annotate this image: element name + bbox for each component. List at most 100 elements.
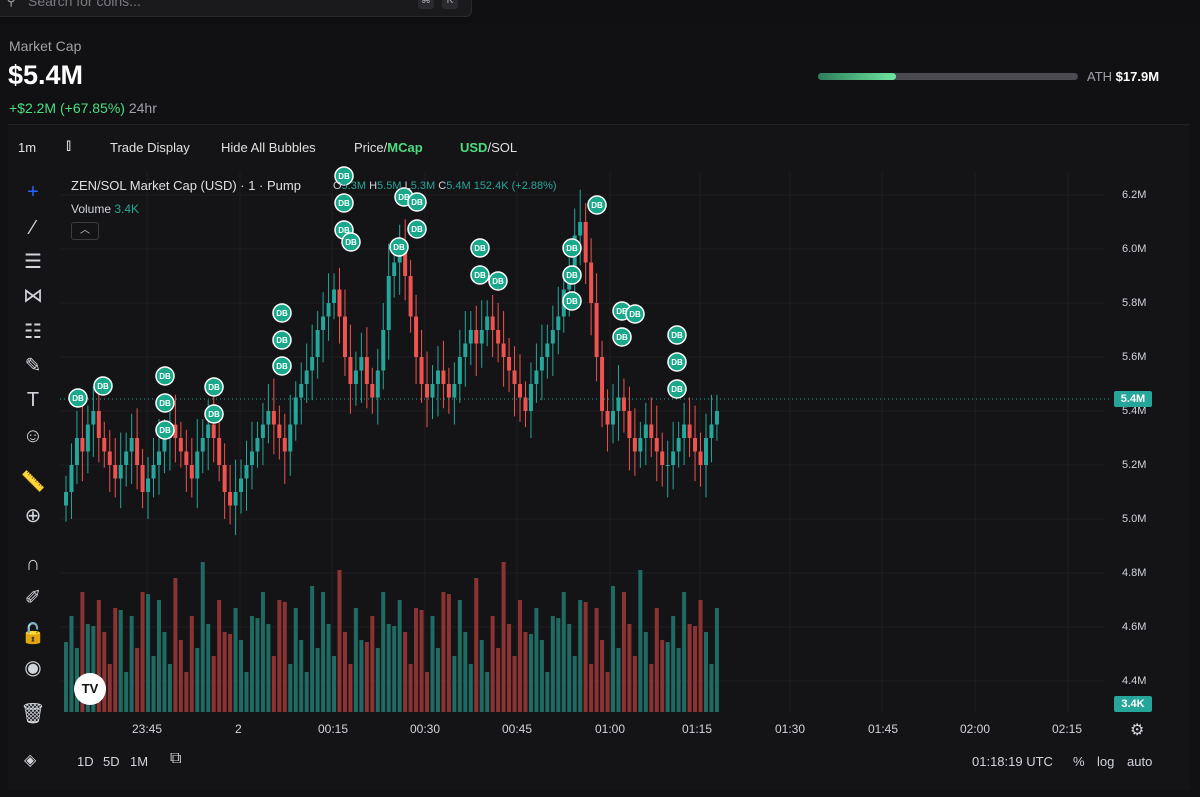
volume-bar [572,656,577,712]
layers-icon[interactable]: ◈ [24,752,37,769]
brush-icon[interactable]: ✎ [24,355,42,377]
volume-value: 3.4K [114,202,140,216]
log-toggle[interactable]: log [1097,754,1115,769]
trade-bubble[interactable]: DB [407,219,427,239]
search-bar[interactable]: ⚲ Search for coins... ⌘ K [0,0,472,17]
edit-lock-icon[interactable]: ✐ [24,587,42,609]
volume-bar [118,610,123,712]
trade-bubble-circle [667,325,687,345]
open-value: 5.3M [341,180,367,192]
range-5d-button[interactable]: 5D [103,754,120,769]
percent-toggle[interactable]: % [1073,754,1085,769]
trade-bubble[interactable]: DB [155,393,175,413]
trendline-icon[interactable]: ⁄ [31,217,35,239]
volume-bar [271,656,276,712]
candle-body [539,357,544,371]
volume-bar [239,640,244,712]
candle-body [102,438,107,452]
volume-bar [507,624,512,712]
trade-bubble[interactable]: DB [562,265,582,285]
zoom-icon[interactable]: ⊕ [24,505,42,527]
volume-bar [195,648,200,712]
trade-bubble[interactable]: DB [389,237,409,257]
trade-bubble[interactable]: DB [667,352,687,372]
trade-display-button[interactable]: Trade Display [110,140,190,155]
trash-icon[interactable]: 🗑 [20,703,46,725]
emoji-icon[interactable]: ☺ [22,425,44,447]
trade-bubble[interactable]: DB [272,356,292,376]
trade-bubble[interactable]: DB [470,238,490,258]
trade-bubble[interactable]: DB [587,195,607,215]
auto-toggle[interactable]: auto [1127,754,1153,769]
trade-bubble-label: DB [276,336,288,345]
eye-icon[interactable]: ◉ [24,657,42,679]
trade-bubble[interactable]: DB [334,193,354,213]
settings-icon[interactable]: ⚙ [1130,722,1145,739]
collapse-legend-button[interactable]: ︿ [71,222,99,240]
trade-bubble-label: DB [393,243,405,252]
price-mcap-toggle[interactable]: Price/MCap [354,140,423,155]
candle-body [342,316,347,357]
search-input[interactable]: Search for coins... [28,0,141,9]
fib-icon[interactable]: ☷ [24,321,42,343]
interval-selector[interactable]: 1m [18,140,37,155]
trade-bubble[interactable]: DB [272,303,292,323]
ruler-icon[interactable]: 📏 [20,471,46,493]
candle-body [178,438,183,452]
market-cap-change-value: +$2.2M (+67.85%) [9,100,125,116]
trade-bubble-label: DB [566,244,578,253]
trade-bubble[interactable]: DB [625,304,645,324]
candle-body [211,424,216,438]
range-1d-button[interactable]: 1D [77,754,94,769]
trade-bubble[interactable]: DB [155,420,175,440]
candle-body [337,289,342,317]
cmd-key-hint: ⌘ [418,0,434,9]
trade-bubble[interactable]: DB [341,232,361,252]
candle-body [435,370,440,384]
trade-bubble[interactable]: DB [612,327,632,347]
trade-bubble[interactable]: DB [488,271,508,291]
trade-bubble[interactable]: DB [667,325,687,345]
trade-bubble[interactable]: DB [68,388,88,408]
text-icon[interactable]: T [26,389,40,411]
volume-bar [337,570,342,712]
range-1m-button[interactable]: 1M [130,754,149,769]
trade-bubble-circle [562,238,582,258]
trade-bubble[interactable]: DB [334,166,354,186]
volume-bar [676,648,681,712]
calendar-icon[interactable]: ⧉ [170,750,182,767]
trade-bubble-label: DB [474,244,486,253]
trade-bubble-label: DB [338,172,350,181]
candle-body [332,289,337,303]
utc-clock[interactable]: 01:18:19 UTC [972,754,1053,769]
candlestick-icon[interactable]: ⫾ [66,137,72,154]
trade-bubble[interactable]: DB [667,379,687,399]
volume-bar [315,648,320,712]
trade-bubble[interactable]: DB [204,377,224,397]
crosshair-icon[interactable]: + [27,181,39,203]
current-volume-badge: 3.4K [1114,696,1152,712]
volume-bar [425,672,430,712]
candle-body [512,370,517,384]
volume-bar [146,594,151,712]
trade-bubble[interactable]: DB [407,192,427,212]
usd-sol-toggle[interactable]: USD/SOL [460,140,518,155]
volume-bar [654,608,659,712]
lock-icon[interactable]: 🔓 [20,623,46,645]
volume-bar [162,632,167,712]
hide-bubbles-button[interactable]: Hide All Bubbles [221,140,316,155]
trade-bubble[interactable]: DB [470,265,490,285]
pattern-icon[interactable]: ⋈ [23,285,43,307]
trade-bubble[interactable]: DB [562,291,582,311]
trade-bubble[interactable]: DB [272,330,292,350]
trade-bubble[interactable]: DB [93,376,113,396]
trade-bubble[interactable]: DB [155,366,175,386]
magnet-icon[interactable]: ∩ [25,553,41,575]
candle-body [162,438,167,452]
trade-bubble[interactable]: DB [562,238,582,258]
volume-bar [589,664,594,712]
trade-bubble[interactable]: DB [204,404,224,424]
horizontal-lines-icon[interactable]: ☰ [24,251,42,273]
tradingview-logo[interactable]: TV [74,673,106,705]
